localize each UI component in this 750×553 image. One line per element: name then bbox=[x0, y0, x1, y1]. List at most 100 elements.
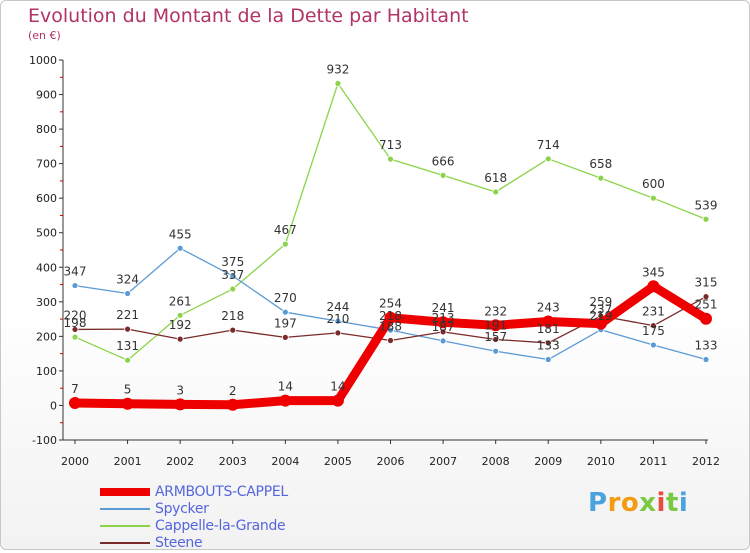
data-label: 131 bbox=[116, 339, 139, 353]
x-tick-label: 2003 bbox=[219, 455, 247, 468]
data-point bbox=[176, 244, 184, 252]
data-point bbox=[334, 317, 342, 325]
data-label: 210 bbox=[326, 312, 349, 326]
data-label: 188 bbox=[379, 320, 402, 334]
legend-swatch bbox=[100, 525, 150, 527]
y-tick-label: 500 bbox=[36, 227, 57, 240]
data-label: 5 bbox=[124, 383, 132, 397]
data-label: 197 bbox=[274, 316, 297, 330]
chart-subtitle: (en €) bbox=[28, 29, 61, 42]
y-tick-label: 1000 bbox=[29, 54, 57, 67]
data-point bbox=[229, 326, 237, 334]
data-label: 218 bbox=[221, 309, 244, 323]
data-point bbox=[544, 356, 552, 363]
y-tick-label: 200 bbox=[36, 330, 57, 343]
data-label: 467 bbox=[274, 223, 297, 237]
data-label: 347 bbox=[64, 265, 87, 279]
data-label: 375 bbox=[221, 255, 244, 269]
data-point bbox=[597, 174, 605, 182]
data-label: 254 bbox=[379, 297, 402, 311]
data-point bbox=[226, 398, 239, 411]
x-tick-label: 2004 bbox=[271, 455, 299, 468]
data-label: 14 bbox=[278, 380, 293, 394]
data-point bbox=[121, 397, 134, 410]
data-label: 455 bbox=[169, 227, 192, 241]
legend-label: Steene bbox=[155, 535, 203, 551]
y-tick-label: 300 bbox=[36, 296, 57, 309]
data-point bbox=[544, 339, 552, 347]
data-point bbox=[492, 188, 500, 196]
data-label: 618 bbox=[484, 171, 507, 185]
data-label: 218 bbox=[379, 309, 402, 323]
data-label: 2 bbox=[229, 384, 237, 398]
x-tick-label: 2006 bbox=[377, 455, 405, 468]
data-label: 251 bbox=[695, 298, 718, 312]
data-point bbox=[176, 335, 184, 343]
data-label: 259 bbox=[589, 295, 612, 309]
data-label: 133 bbox=[695, 339, 718, 353]
data-point bbox=[702, 293, 710, 301]
data-label: 713 bbox=[379, 138, 402, 152]
data-point bbox=[124, 325, 131, 333]
data-label: 191 bbox=[484, 318, 507, 332]
data-point bbox=[650, 341, 657, 349]
legend-swatch bbox=[100, 508, 150, 510]
data-label: 213 bbox=[432, 311, 455, 325]
y-tick-label: -100 bbox=[32, 434, 57, 447]
y-tick-label: 900 bbox=[36, 89, 57, 102]
legend-swatch bbox=[100, 488, 150, 496]
data-point bbox=[279, 394, 292, 407]
data-label: 181 bbox=[537, 322, 560, 336]
data-point bbox=[334, 80, 342, 87]
data-label: 658 bbox=[589, 157, 612, 171]
legend-label: Spycker bbox=[155, 501, 209, 517]
data-label: 666 bbox=[432, 154, 455, 168]
data-point bbox=[594, 317, 607, 330]
data-point bbox=[331, 394, 344, 407]
data-point bbox=[124, 290, 131, 297]
data-label: 600 bbox=[642, 177, 665, 191]
y-tick-label: 800 bbox=[36, 123, 57, 136]
data-label: 157 bbox=[484, 330, 507, 344]
data-point bbox=[542, 315, 555, 328]
data-label: 198 bbox=[64, 316, 87, 330]
data-point bbox=[176, 311, 184, 319]
data-label: 3 bbox=[176, 383, 184, 397]
y-tick-label: 100 bbox=[36, 365, 57, 378]
data-label: 315 bbox=[695, 276, 718, 290]
data-point bbox=[229, 285, 237, 293]
data-point bbox=[69, 397, 81, 410]
data-label: 14 bbox=[330, 380, 345, 394]
proxiti-logo: Proxiti bbox=[588, 488, 689, 518]
data-point bbox=[492, 347, 500, 355]
data-label: 231 bbox=[642, 305, 665, 319]
data-point bbox=[124, 356, 131, 364]
data-label: 133 bbox=[537, 339, 560, 353]
data-point bbox=[387, 337, 394, 344]
x-tick-label: 2007 bbox=[429, 455, 457, 468]
x-tick-label: 2000 bbox=[61, 455, 89, 468]
data-point bbox=[650, 322, 657, 330]
x-tick-label: 2008 bbox=[482, 455, 510, 468]
data-point bbox=[702, 215, 710, 223]
x-tick-label: 2005 bbox=[324, 455, 352, 468]
data-label: 7 bbox=[71, 382, 79, 396]
chart-title: Evolution du Montant de la Dette par Hab… bbox=[28, 5, 469, 27]
data-point bbox=[387, 155, 394, 163]
x-tick-label: 2001 bbox=[114, 455, 142, 468]
data-point bbox=[281, 240, 289, 248]
x-tick-label: 2012 bbox=[692, 455, 720, 468]
data-point bbox=[334, 329, 342, 337]
y-tick-label: 600 bbox=[36, 192, 57, 205]
data-point bbox=[281, 308, 289, 316]
y-tick-label: 0 bbox=[50, 399, 57, 412]
data-label: 219 bbox=[589, 309, 612, 323]
data-point bbox=[229, 272, 237, 280]
data-point bbox=[492, 336, 500, 343]
data-label: 243 bbox=[537, 301, 560, 315]
data-point bbox=[439, 328, 447, 336]
data-label: 232 bbox=[484, 304, 507, 318]
data-point bbox=[71, 326, 79, 333]
